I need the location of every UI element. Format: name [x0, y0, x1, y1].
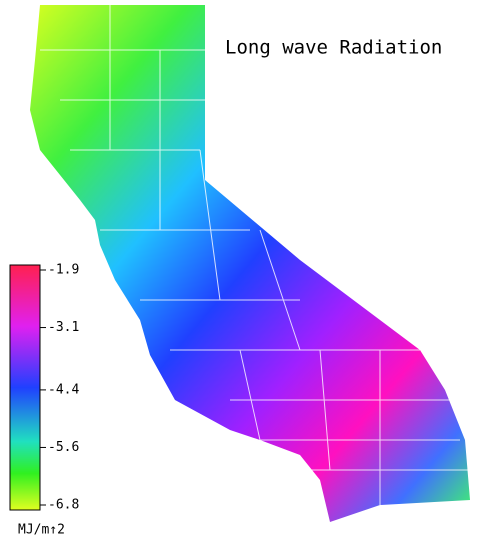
california-map	[30, 5, 470, 522]
colorbar	[9, 264, 41, 511]
colorbar-unit: MJ/m↑2	[18, 523, 65, 538]
map-title: Long wave Radiation	[225, 37, 442, 59]
colorbar-tick-label: -1.9	[48, 263, 79, 278]
colorbar-tick-label: -3.1	[48, 320, 79, 335]
colorbar-tick-label: -6.8	[48, 498, 79, 513]
colorbar-tick-label: -4.4	[48, 382, 79, 397]
colorbar-tick-label: -5.6	[48, 440, 79, 455]
county-lines	[40, 5, 470, 505]
